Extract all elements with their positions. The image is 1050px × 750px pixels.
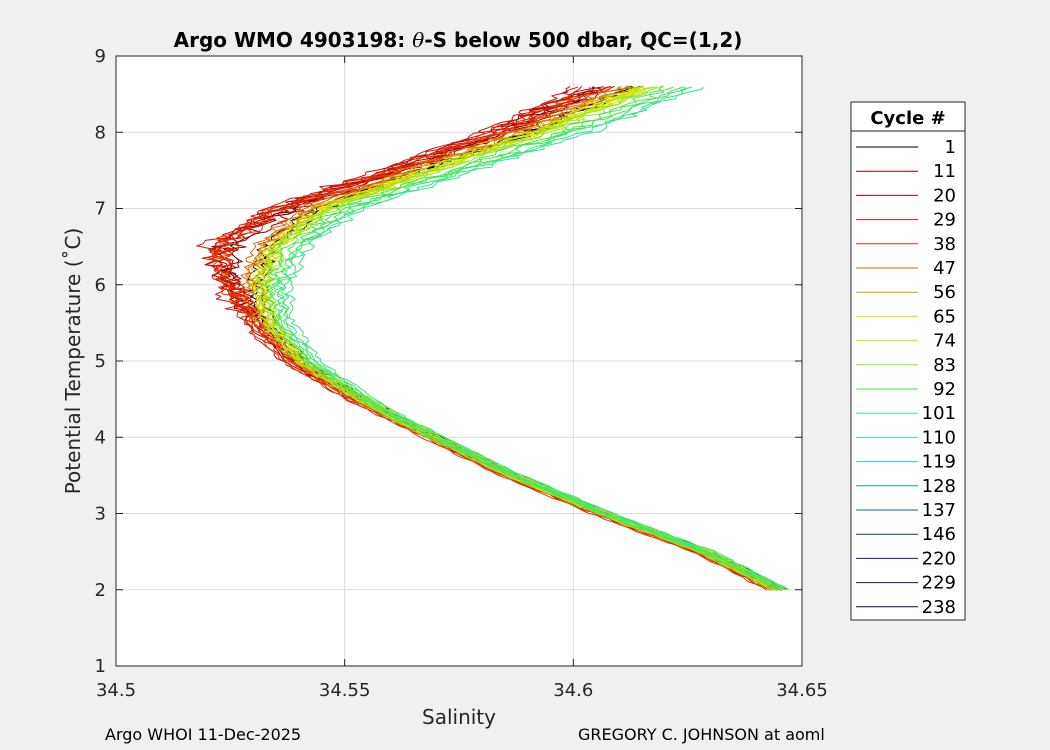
legend-label-cycle-220: 220	[922, 548, 956, 569]
legend-label-cycle-47: 47	[933, 258, 956, 279]
chart-title: Argo WMO 4903198: θ-S below 500 dbar, QC…	[174, 28, 743, 52]
legend-label-cycle-128: 128	[922, 476, 956, 497]
series-line-cycle-101	[274, 86, 780, 591]
series-line-cycle-47	[240, 86, 773, 591]
series-line-cycle-92	[265, 85, 776, 590]
legend-label-cycle-11: 11	[933, 161, 956, 182]
legend-label-cycle-137: 137	[922, 500, 956, 521]
legend-label-cycle-92: 92	[933, 379, 956, 400]
legend-label-cycle-101: 101	[922, 403, 956, 424]
x-axis-label: Salinity	[422, 705, 496, 729]
title-theta-symbol: θ	[412, 28, 424, 52]
legend-label-cycle-229: 229	[922, 573, 956, 594]
legend-label-cycle-56: 56	[933, 282, 956, 303]
legend-label-cycle-1: 1	[945, 137, 956, 158]
y-axis-label: Potential Temperature (˚C)	[61, 228, 85, 495]
legend: Cycle # 11120293847566574839210111011912…	[850, 101, 966, 621]
series-line-cycle-92	[270, 86, 782, 590]
y-tick-label: 2	[95, 580, 106, 601]
series-line-cycle-83	[255, 85, 772, 591]
footer-left: Argo WHOI 11-Dec-2025	[105, 725, 302, 744]
legend-label-cycle-20: 20	[933, 185, 956, 206]
legend-label-cycle-238: 238	[922, 597, 956, 618]
legend-label-cycle-119: 119	[922, 452, 956, 473]
title-suffix: -S below 500 dbar, QC=(1,2)	[424, 28, 742, 52]
title-prefix: Argo WMO 4903198:	[174, 28, 413, 52]
series-line-cycle-101	[285, 86, 789, 591]
legend-box	[850, 101, 966, 621]
series-line-cycle-65	[251, 85, 776, 591]
x-tick-label: 34.6	[553, 680, 593, 701]
legend-label-cycle-65: 65	[933, 306, 956, 327]
y-tick-label: 1	[95, 656, 106, 677]
legend-entries: 1112029384756657483921011101191281371462…	[856, 137, 956, 618]
series-line-cycle-38	[208, 86, 768, 591]
legend-label-cycle-74: 74	[933, 331, 956, 352]
y-tick-label: 9	[95, 46, 106, 67]
x-tick-label: 34.65	[776, 680, 828, 701]
y-tick-label: 8	[95, 122, 106, 143]
grid-lines	[116, 56, 802, 666]
legend-label-cycle-110: 110	[922, 427, 956, 448]
footer-right: GREGORY C. JOHNSON at aoml	[578, 725, 825, 744]
legend-label-cycle-83: 83	[933, 355, 956, 376]
y-tick-label: 6	[95, 275, 106, 296]
y-tick-label: 4	[95, 427, 106, 448]
series-line-cycle-101	[281, 86, 785, 591]
legend-label-cycle-29: 29	[933, 210, 956, 231]
x-tick-label: 34.5	[96, 680, 136, 701]
legend-title: Cycle #	[870, 108, 945, 129]
y-tick-label: 5	[95, 351, 106, 372]
y-tick-label: 3	[95, 504, 106, 525]
legend-label-cycle-146: 146	[922, 524, 956, 545]
series-layer	[196, 85, 789, 591]
legend-label-cycle-38: 38	[933, 234, 956, 255]
axis-ticks: 34.5 34.55 34.6 34.65 1 2 3 4 5 6 7 8 9	[95, 46, 828, 701]
y-tick-label: 7	[95, 199, 106, 220]
x-tick-label: 34.55	[319, 680, 371, 701]
